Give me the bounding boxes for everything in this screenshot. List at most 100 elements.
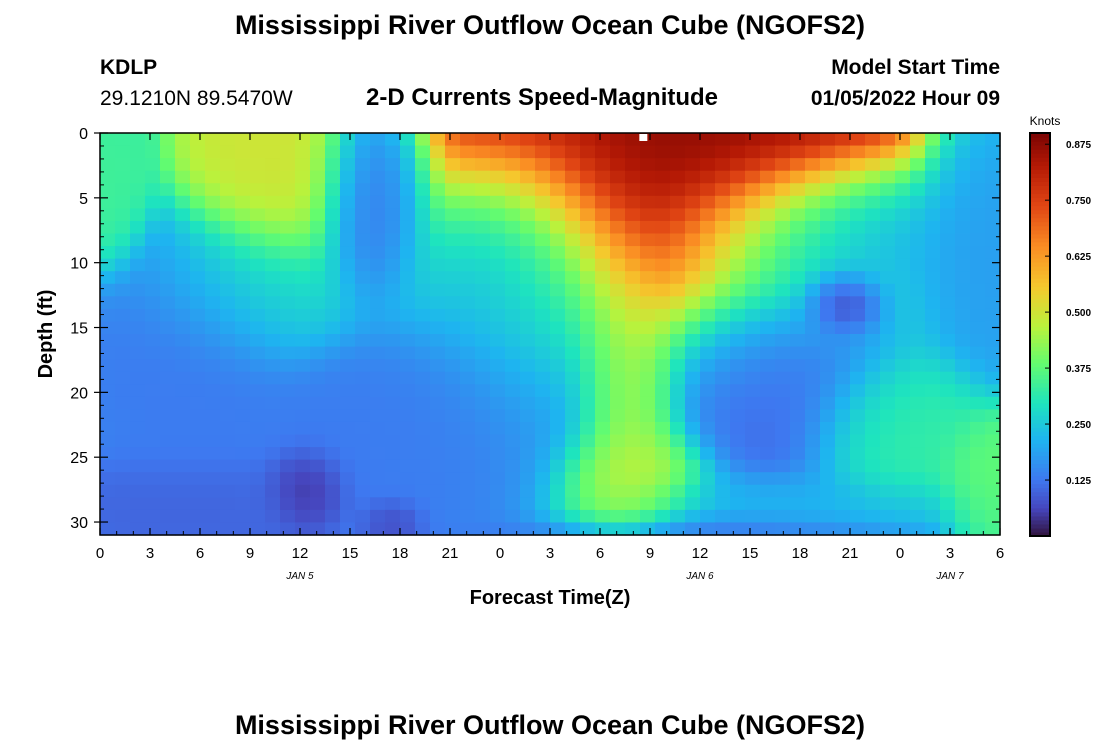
heatmap-cell <box>280 145 296 159</box>
heatmap-cell <box>190 409 206 423</box>
heatmap-cell <box>970 183 986 197</box>
heatmap-cell <box>370 183 386 197</box>
heatmap-cell <box>430 258 446 272</box>
heatmap-cell <box>685 308 701 323</box>
heatmap-cell <box>160 396 176 410</box>
heatmap-cell <box>190 296 206 310</box>
heatmap-cell <box>235 283 251 297</box>
heatmap-cell <box>535 220 551 235</box>
colorbar-swatch <box>1030 213 1050 219</box>
heatmap-cell <box>910 296 926 310</box>
heatmap-cell <box>655 421 671 436</box>
heatmap-cell <box>820 409 836 423</box>
heatmap-cell <box>130 183 146 197</box>
heatmap-cell <box>205 421 221 436</box>
heatmap-cell <box>730 170 746 184</box>
heatmap-cell <box>475 220 491 235</box>
heatmap-cell <box>295 459 311 473</box>
heatmap-cell <box>160 158 176 172</box>
heatmap-cell <box>310 509 326 524</box>
heatmap-cell <box>835 133 851 147</box>
heatmap-cell <box>715 447 731 461</box>
heatmap-cell <box>775 396 791 410</box>
heatmap-cell <box>475 396 491 410</box>
heatmap-cell <box>520 346 536 360</box>
heatmap-cell <box>565 208 581 222</box>
heatmap-cell <box>310 271 326 285</box>
heatmap-cell <box>445 409 461 423</box>
heatmap-cell <box>220 384 236 398</box>
heatmap-cell <box>670 258 686 272</box>
heatmap-cell <box>550 170 566 184</box>
colorbar-swatch <box>1030 390 1050 396</box>
heatmap-cell <box>340 421 356 436</box>
heatmap-cell <box>730 346 746 360</box>
heatmap-cell <box>745 321 761 335</box>
heatmap-cell <box>760 321 776 335</box>
heatmap-cell <box>550 258 566 272</box>
heatmap-cell <box>310 409 326 423</box>
heatmap-cell <box>880 434 896 448</box>
heatmap-cell <box>610 484 626 498</box>
heatmap-cell <box>745 296 761 310</box>
heatmap-cell <box>880 183 896 197</box>
heatmap-cell <box>625 271 641 285</box>
heatmap-cell <box>670 484 686 498</box>
heatmap-cell <box>700 359 716 373</box>
heatmap-cell <box>895 359 911 373</box>
heatmap-cell <box>730 409 746 423</box>
heatmap-cell <box>415 509 431 524</box>
heatmap-cell <box>220 459 236 473</box>
heatmap-cell <box>790 233 806 247</box>
heatmap-cell <box>205 484 221 498</box>
heatmap-cell <box>565 346 581 360</box>
heatmap-cell <box>100 522 116 536</box>
heatmap-cell <box>460 321 476 335</box>
heatmap-cell <box>640 497 656 511</box>
heatmap-cell <box>130 133 146 147</box>
heatmap-cell <box>670 321 686 335</box>
heatmap-cell <box>970 484 986 498</box>
heatmap-cell <box>730 421 746 436</box>
heatmap-cell <box>970 472 986 486</box>
heatmap-cell <box>220 371 236 385</box>
heatmap-cell <box>955 183 971 197</box>
x-tick-label: 18 <box>792 545 809 562</box>
heatmap-cell <box>370 170 386 184</box>
heatmap-cell <box>250 233 266 247</box>
heatmap-cell <box>310 296 326 310</box>
heatmap-cell <box>475 434 491 448</box>
heatmap-cell <box>325 509 341 524</box>
heatmap-cell <box>685 296 701 310</box>
heatmap-cell <box>130 497 146 511</box>
heatmap-cell <box>460 308 476 323</box>
heatmap-cell <box>475 384 491 398</box>
heatmap-cell <box>490 472 506 486</box>
heatmap-cell <box>685 183 701 197</box>
colorbar-swatch <box>1030 229 1050 235</box>
heatmap-cell <box>370 283 386 297</box>
heatmap-cell <box>880 447 896 461</box>
heatmap-cell <box>895 346 911 360</box>
heatmap-cell <box>925 158 941 172</box>
heatmap-cell <box>670 133 686 147</box>
heatmap-cell <box>100 472 116 486</box>
heatmap-cell <box>790 296 806 310</box>
heatmap-cell <box>625 195 641 209</box>
colorbar-swatch <box>1030 306 1050 311</box>
heatmap-cell <box>220 434 236 448</box>
heatmap-cell <box>310 346 326 360</box>
heatmap-cell <box>100 208 116 222</box>
heatmap-cell <box>490 522 506 536</box>
heatmap-cell <box>610 133 626 147</box>
heatmap-cell <box>220 133 236 147</box>
heatmap-cell <box>340 371 356 385</box>
heatmap-cell <box>175 447 191 461</box>
heatmap-cell <box>820 183 836 197</box>
heatmap-cell <box>130 359 146 373</box>
heatmap-cell <box>775 346 791 360</box>
heatmap-cell <box>925 447 941 461</box>
heatmap-cell <box>775 195 791 209</box>
colorbar-swatch <box>1030 137 1050 142</box>
heatmap-cell <box>670 158 686 172</box>
